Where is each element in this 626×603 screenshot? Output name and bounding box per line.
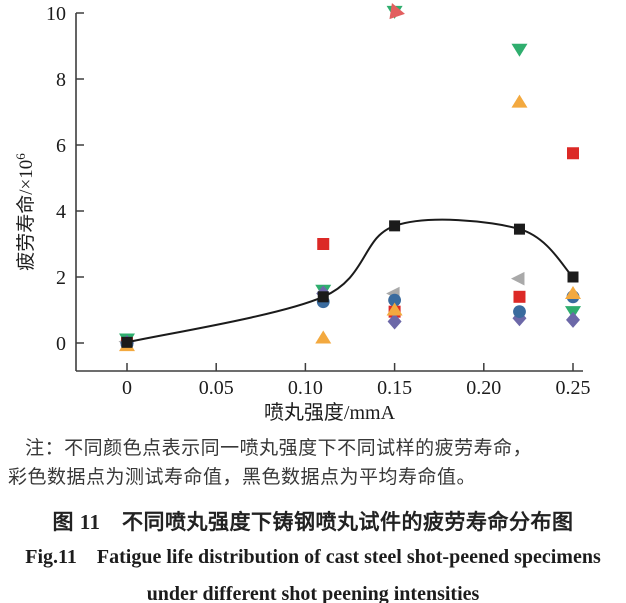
marker-average-life bbox=[513, 223, 525, 235]
x-tick-label: 0.25 bbox=[556, 377, 591, 399]
y-tick-label: 10 bbox=[46, 3, 66, 25]
marker-specimen-blue bbox=[513, 305, 526, 319]
caption-chinese: 图 11 不同喷丸强度下铸钢喷丸试件的疲劳寿命分布图 bbox=[52, 510, 574, 534]
marker-specimen-red bbox=[317, 238, 330, 250]
marker-specimen-orange bbox=[386, 302, 403, 316]
marker-average-life bbox=[567, 271, 579, 283]
y-axis-title: 疲劳寿命/×106 bbox=[13, 153, 37, 271]
x-tick-label: 0.10 bbox=[288, 377, 323, 399]
marker-specimen-orange bbox=[565, 286, 581, 299]
y-tick-label: 8 bbox=[56, 69, 66, 91]
figure-note-line2: 彩色数据点为测试寿命值，黑色数据点为平均寿命值。 bbox=[8, 467, 477, 488]
y-tick-label: 4 bbox=[56, 201, 66, 223]
chart-area: 0 2 4 6 8 10 0 0.05 0.10 0.15 0.20 0.25 喷丸强度/mmA 疲劳寿命… bbox=[13, 2, 591, 424]
y-tick-label: 2 bbox=[56, 267, 66, 289]
caption-english-line1: Fig.11 Fatigue life distribution of cast… bbox=[25, 546, 601, 568]
marker-specimen-orange bbox=[315, 330, 332, 344]
caption-english-line2: under different shot peening intensities bbox=[146, 583, 480, 603]
marker-specimen-blue bbox=[388, 293, 401, 307]
marker-specimen-purple bbox=[566, 311, 580, 328]
x-tick-label: 0.15 bbox=[377, 377, 412, 399]
marker-average-life bbox=[121, 336, 133, 348]
marker-specimen-gray bbox=[510, 271, 525, 286]
marker-specimen-red-rotated bbox=[389, 2, 405, 20]
figure-note-line1: 注：不同颜色点表示同一喷丸强度下不同试样的疲劳寿命， bbox=[25, 438, 533, 459]
fatigue-life-chart: 0 2 4 6 8 10 0 0.05 0.10 0.15 0.20 0.25 喷丸强度/mmA 疲劳寿命… bbox=[13, 2, 591, 424]
marker-specimen-purple bbox=[387, 313, 402, 330]
y-tick-label: 0 bbox=[56, 333, 66, 355]
marker-average-life bbox=[389, 220, 401, 232]
marker-specimen-red bbox=[567, 147, 579, 160]
x-tick-label: 0.05 bbox=[199, 377, 234, 399]
x-axis-title: 喷丸强度/mmA bbox=[264, 401, 396, 424]
marker-specimen-green bbox=[511, 43, 528, 57]
marker-specimen-red bbox=[513, 290, 526, 303]
x-tick-label: 0.20 bbox=[466, 377, 501, 399]
x-tick-label: 0 bbox=[122, 377, 132, 399]
figure-note: 注：不同颜色点表示同一喷丸强度下不同试样的疲劳寿命， 彩色数据点为测试寿命值，黑… bbox=[8, 434, 618, 492]
y-tick-label: 6 bbox=[56, 135, 66, 157]
average-life-curve bbox=[126, 218, 574, 344]
marker-specimen-orange bbox=[511, 94, 528, 108]
marker-average-life bbox=[317, 291, 329, 303]
